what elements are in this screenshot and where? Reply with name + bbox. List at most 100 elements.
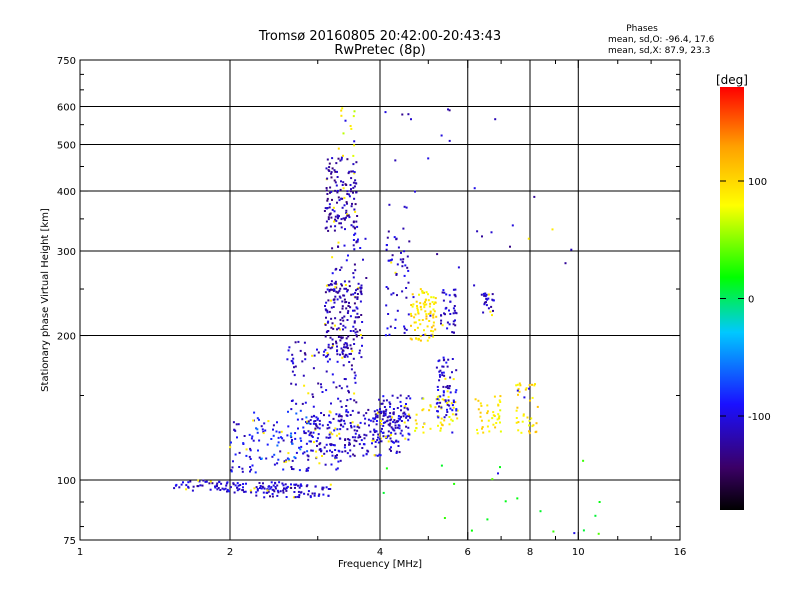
data-point [426,339,429,342]
data-point [337,327,340,330]
data-point [454,311,457,314]
data-point [360,293,363,296]
data-point [327,229,330,232]
data-point [249,458,252,460]
data-point [328,310,331,313]
data-point [516,383,519,386]
data-point [337,241,340,244]
data-point [341,352,344,355]
data-point [326,355,329,358]
data-point [345,307,348,310]
data-point [303,341,306,344]
data-point [341,107,344,110]
data-point [307,469,309,472]
data-point [407,281,410,284]
data-point [415,300,418,303]
data-point [330,317,333,320]
data-point [407,395,410,398]
data-point [353,185,356,188]
data-point [594,514,597,517]
data-point [432,321,435,324]
data-point [333,220,336,223]
data-point [353,377,356,380]
data-point [303,432,306,434]
data-point [347,335,350,338]
data-point [389,403,392,405]
data-point [290,400,293,402]
data-point [360,439,363,442]
data-point [428,409,431,412]
data-point [448,309,450,312]
data-point [363,437,366,440]
data-point [328,206,331,209]
data-point [259,487,261,489]
data-point [437,389,440,391]
data-point [403,406,406,409]
data-point [298,494,301,496]
data-point [297,427,299,430]
data-point [287,349,290,352]
data-point [209,488,212,491]
data-point [303,492,306,495]
data-point [315,456,318,459]
data-point [361,344,363,347]
data-point [451,413,454,416]
data-point [326,177,329,180]
data-point [325,316,327,319]
data-point [231,466,234,469]
data-point [285,459,288,462]
data-point [485,293,488,296]
data-point [343,244,346,247]
data-point [328,426,331,429]
data-point [356,288,359,291]
data-point [362,258,364,261]
data-point [256,489,259,492]
data-point [416,305,418,307]
data-point [245,448,248,451]
data-point [226,481,229,484]
data-point [350,368,353,371]
data-point [405,328,408,331]
data-point [527,237,530,240]
data-point [325,443,328,446]
data-point [298,469,301,472]
data-point [341,336,344,339]
data-point [352,276,355,279]
data-point [356,429,359,432]
data-point [535,422,538,425]
data-point [329,431,332,434]
data-point [325,309,328,312]
data-point [346,319,349,321]
data-point [451,409,454,412]
data-point [448,416,451,418]
data-point [422,426,424,429]
data-point [442,356,445,359]
data-point [334,286,337,289]
data-point [238,451,241,454]
data-point [386,416,389,419]
data-point [287,425,290,428]
data-point [349,398,352,401]
data-point [389,415,392,418]
data-point [348,195,351,198]
data-point [347,254,349,257]
data-point [350,188,352,191]
data-point [250,437,253,440]
data-point [359,247,362,249]
data-point [353,425,356,428]
data-point [344,378,347,381]
data-point [376,414,379,417]
data-point [292,362,295,365]
data-point [377,441,380,444]
data-point [329,411,332,414]
data-point [528,430,530,433]
data-point [412,296,415,299]
stats-o-mode: mean, sd,O: -96.4, 17.6 [608,35,715,45]
data-point [403,250,406,253]
data-point [349,184,352,186]
data-point [487,293,490,296]
data-point [525,387,528,390]
data-point [483,303,486,306]
data-point [302,374,305,377]
data-point [259,485,262,487]
